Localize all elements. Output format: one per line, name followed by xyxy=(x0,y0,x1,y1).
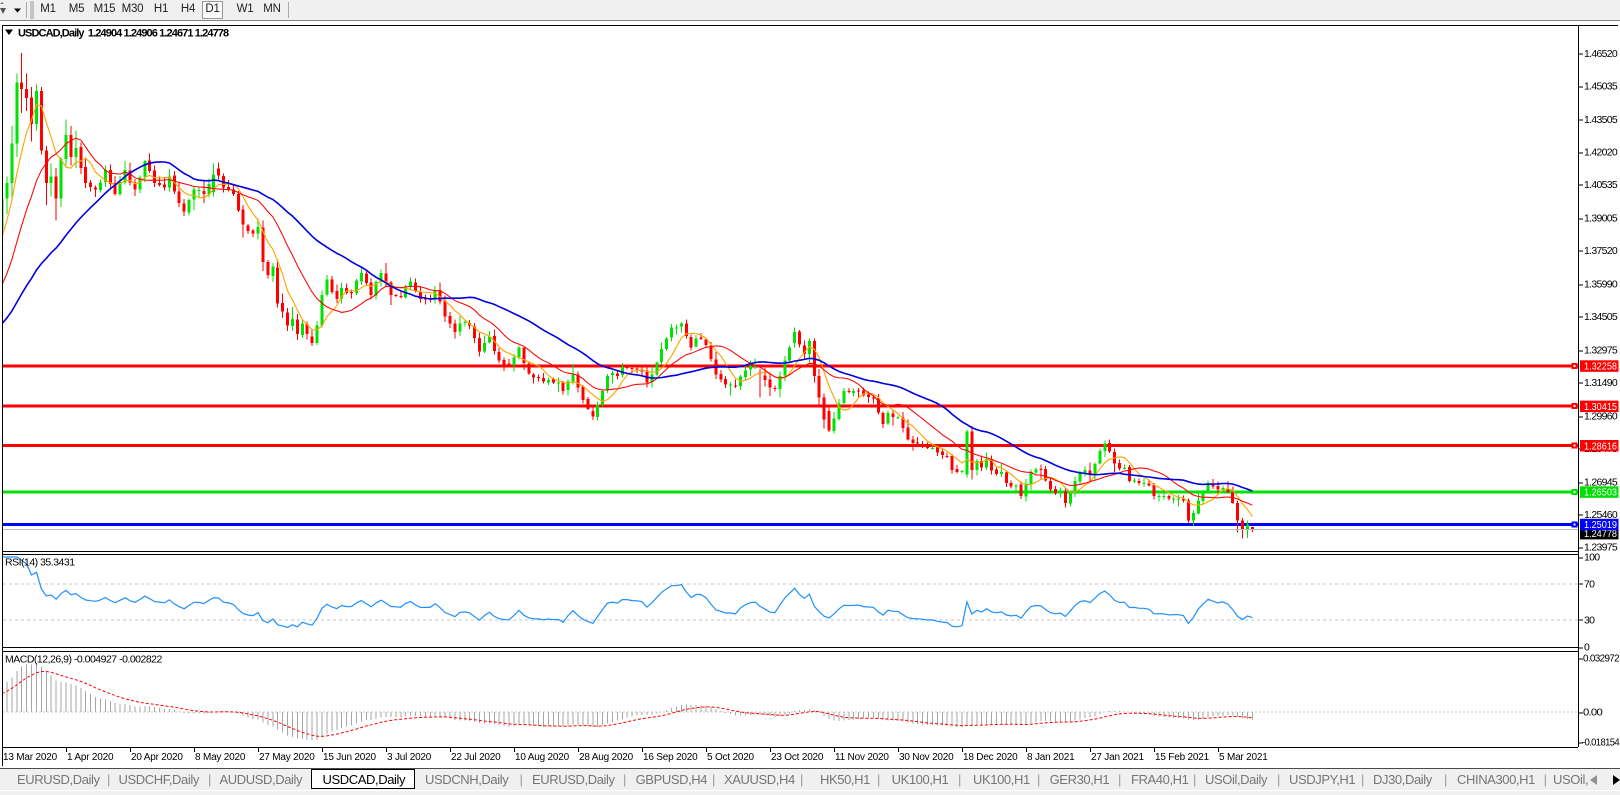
svg-text:0.00: 0.00 xyxy=(1583,707,1603,719)
svg-text:1.43505: 1.43505 xyxy=(1584,114,1618,126)
svg-text:1.28616: 1.28616 xyxy=(1584,440,1617,452)
svg-text:USDCAD,Daily 1.24904 1.24906: USDCAD,Daily 1.24904 1.24906 1.24671 1.2… xyxy=(18,28,229,40)
svg-text:1.37520: 1.37520 xyxy=(1584,245,1618,257)
svg-text:-0.018154: -0.018154 xyxy=(1582,737,1620,749)
svg-text:1.31490: 1.31490 xyxy=(1584,377,1618,389)
svg-text:11 Nov 2020: 11 Nov 2020 xyxy=(835,752,889,763)
svg-text:27 Jan 2021: 27 Jan 2021 xyxy=(1091,752,1144,763)
svg-text:8 Jan 2021: 8 Jan 2021 xyxy=(1027,752,1075,763)
svg-text:28 Aug 2020: 28 Aug 2020 xyxy=(579,752,634,763)
svg-text:1.26503: 1.26503 xyxy=(1584,487,1617,499)
svg-text:1.25460: 1.25460 xyxy=(1584,509,1618,521)
svg-text:1.35990: 1.35990 xyxy=(1584,279,1618,291)
svg-text:1.24778: 1.24778 xyxy=(1584,528,1617,540)
svg-text:1.34505: 1.34505 xyxy=(1584,311,1618,323)
svg-text:5 Oct 2020: 5 Oct 2020 xyxy=(707,752,755,763)
svg-text:5 Mar 2021: 5 Mar 2021 xyxy=(1219,752,1268,763)
svg-text:1.45035: 1.45035 xyxy=(1584,81,1618,93)
svg-text:1.25019: 1.25019 xyxy=(1584,519,1617,531)
svg-text:100: 100 xyxy=(1584,552,1600,564)
svg-text:30: 30 xyxy=(1584,615,1595,627)
svg-text:1.23975: 1.23975 xyxy=(1584,542,1618,554)
svg-text:1.40535: 1.40535 xyxy=(1584,179,1618,191)
svg-text:1.39005: 1.39005 xyxy=(1584,213,1618,225)
svg-text:20 Apr 2020: 20 Apr 2020 xyxy=(131,752,183,763)
svg-text:15 Jun 2020: 15 Jun 2020 xyxy=(323,752,376,763)
svg-text:23 Oct 2020: 23 Oct 2020 xyxy=(771,752,824,763)
svg-text:1.32975: 1.32975 xyxy=(1584,345,1618,357)
svg-text:13 Mar 2020: 13 Mar 2020 xyxy=(3,752,58,763)
svg-text:30 Nov 2020: 30 Nov 2020 xyxy=(899,752,954,763)
svg-text:1.30415: 1.30415 xyxy=(1584,401,1617,413)
svg-text:70: 70 xyxy=(1584,579,1595,591)
svg-text:3 Jul 2020: 3 Jul 2020 xyxy=(387,752,432,763)
svg-text:MACD(12,26,9) -0.004927 -0.002: MACD(12,26,9) -0.004927 -0.002822 xyxy=(5,654,163,666)
svg-text:15 Feb 2021: 15 Feb 2021 xyxy=(1155,752,1210,763)
svg-text:0: 0 xyxy=(1584,642,1590,654)
svg-text:16 Sep 2020: 16 Sep 2020 xyxy=(643,752,698,763)
svg-text:1 Apr 2020: 1 Apr 2020 xyxy=(67,752,114,763)
svg-text:8 May 2020: 8 May 2020 xyxy=(195,752,246,763)
svg-text:1.42020: 1.42020 xyxy=(1584,147,1618,159)
svg-text:1.32258: 1.32258 xyxy=(1584,361,1617,373)
svg-text:RSI(14) 35.3431: RSI(14) 35.3431 xyxy=(5,557,75,569)
svg-text:0.032972: 0.032972 xyxy=(1583,653,1620,665)
svg-text:10 Aug 2020: 10 Aug 2020 xyxy=(515,752,570,763)
svg-text:18 Dec 2020: 18 Dec 2020 xyxy=(963,752,1018,763)
svg-text:27 May 2020: 27 May 2020 xyxy=(259,752,315,763)
svg-text:1.26945: 1.26945 xyxy=(1584,477,1618,489)
svg-text:22 Jul 2020: 22 Jul 2020 xyxy=(451,752,501,763)
svg-text:1.29960: 1.29960 xyxy=(1584,411,1618,423)
svg-text:1.46520: 1.46520 xyxy=(1584,48,1618,60)
